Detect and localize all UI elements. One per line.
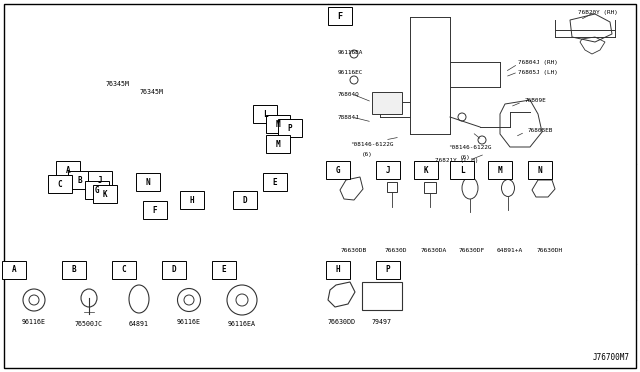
Text: °08146-6122G: °08146-6122G <box>448 144 492 150</box>
Bar <box>376 161 400 179</box>
Text: 76808EB: 76808EB <box>528 128 554 132</box>
Text: K: K <box>424 166 428 174</box>
Text: 64891: 64891 <box>129 321 149 327</box>
Bar <box>372 92 402 114</box>
Text: 76B09E: 76B09E <box>525 97 547 103</box>
Text: (6): (6) <box>460 154 471 160</box>
Bar <box>326 261 350 279</box>
Text: 96116E: 96116E <box>22 319 46 325</box>
Text: C: C <box>58 180 62 189</box>
Text: 76630DH: 76630DH <box>537 248 563 253</box>
Text: F: F <box>337 12 342 20</box>
Text: (6): (6) <box>362 151 373 157</box>
Text: C: C <box>122 266 126 275</box>
Text: 76630DF: 76630DF <box>459 248 485 253</box>
Text: P: P <box>288 124 292 132</box>
Text: 76B20Y (RH): 76B20Y (RH) <box>578 10 618 15</box>
Bar <box>112 261 136 279</box>
Text: 76500JC: 76500JC <box>75 321 103 327</box>
Text: °08146-6122G: °08146-6122G <box>350 141 394 147</box>
Text: 76630DD: 76630DD <box>328 319 356 325</box>
Text: D: D <box>172 266 176 275</box>
Bar <box>56 161 80 179</box>
Text: 96116EA: 96116EA <box>338 49 364 55</box>
Bar <box>162 261 186 279</box>
Text: B: B <box>72 266 76 275</box>
Text: P: P <box>386 266 390 275</box>
Bar <box>488 161 512 179</box>
Text: J: J <box>386 166 390 174</box>
Text: 76345M: 76345M <box>106 81 130 87</box>
Text: N: N <box>538 166 542 174</box>
Bar <box>48 175 72 193</box>
Text: 76821Y (L.H): 76821Y (L.H) <box>435 157 479 163</box>
Text: 76630DA: 76630DA <box>421 248 447 253</box>
Text: F: F <box>153 205 157 215</box>
Bar <box>326 161 350 179</box>
Text: B: B <box>77 176 83 185</box>
Bar <box>85 181 109 199</box>
Text: M: M <box>276 140 280 148</box>
Text: 64891+A: 64891+A <box>497 248 523 253</box>
Bar <box>414 161 438 179</box>
Bar <box>233 191 257 209</box>
Text: E: E <box>273 177 277 186</box>
Text: 76345M: 76345M <box>140 89 164 95</box>
Text: M: M <box>498 166 502 174</box>
Bar <box>362 282 402 310</box>
Bar <box>180 191 204 209</box>
Text: 76630DB: 76630DB <box>341 248 367 253</box>
Text: 79497: 79497 <box>372 319 392 325</box>
Text: 76804Q: 76804Q <box>338 92 360 96</box>
Bar <box>68 171 92 189</box>
Bar <box>266 115 290 133</box>
Text: 78884J: 78884J <box>338 115 360 119</box>
Bar <box>93 185 117 203</box>
Text: L: L <box>262 109 268 119</box>
Text: N: N <box>146 177 150 186</box>
Text: D: D <box>243 196 247 205</box>
Bar <box>376 261 400 279</box>
Text: H: H <box>189 196 195 205</box>
Text: M: M <box>276 119 280 128</box>
Bar <box>328 7 352 25</box>
Text: L: L <box>460 166 464 174</box>
Text: G: G <box>336 166 340 174</box>
Bar <box>450 161 474 179</box>
Text: 96116E: 96116E <box>177 319 201 325</box>
Text: A: A <box>12 266 16 275</box>
Text: 96116EA: 96116EA <box>228 321 256 327</box>
Bar <box>62 261 86 279</box>
Text: 76804J (RH): 76804J (RH) <box>518 60 558 64</box>
Text: A: A <box>66 166 70 174</box>
Bar <box>212 261 236 279</box>
Bar <box>143 201 167 219</box>
Bar <box>266 135 290 153</box>
Text: E: E <box>221 266 227 275</box>
Bar <box>88 171 112 189</box>
Bar <box>263 173 287 191</box>
Text: J76700M7: J76700M7 <box>593 353 630 362</box>
Bar <box>278 119 302 137</box>
Text: K: K <box>102 189 108 199</box>
Bar <box>2 261 26 279</box>
Text: G: G <box>95 186 99 195</box>
Text: 96116EC: 96116EC <box>338 70 364 74</box>
Bar <box>253 105 277 123</box>
Text: 76805J (LH): 76805J (LH) <box>518 70 558 74</box>
Text: 76630D: 76630D <box>385 248 407 253</box>
Bar <box>528 161 552 179</box>
Text: H: H <box>336 266 340 275</box>
Bar <box>136 173 160 191</box>
Text: J: J <box>98 176 102 185</box>
